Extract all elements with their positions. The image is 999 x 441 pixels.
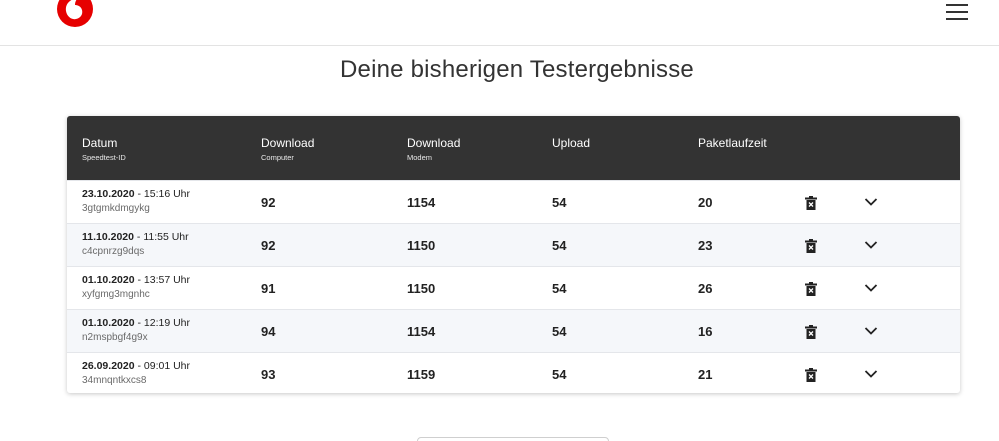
header-download-modem-sublabel: Modem bbox=[407, 153, 433, 162]
page-title: Deine bisherigen Testergebnisse bbox=[340, 56, 694, 83]
chevron-down-icon[interactable] bbox=[864, 283, 878, 293]
row-download-computer: 94 bbox=[261, 324, 276, 339]
row-latency: 23 bbox=[698, 238, 713, 253]
header-date: Datum Speedtest-ID bbox=[82, 137, 126, 163]
row-time: - 15:16 Uhr bbox=[134, 188, 191, 200]
table-row[interactable]: 26.09.2020 - 09:01 Uhr 34mnqntkxcs8 93 1… bbox=[67, 352, 960, 393]
chevron-down-icon[interactable] bbox=[864, 197, 878, 207]
row-download-computer: 92 bbox=[261, 195, 276, 210]
row-upload: 54 bbox=[552, 281, 567, 296]
row-latency: 20 bbox=[698, 195, 713, 210]
row-download-computer: 93 bbox=[261, 367, 276, 382]
chevron-down-icon[interactable] bbox=[864, 369, 878, 379]
hamburger-menu-icon[interactable] bbox=[946, 2, 968, 20]
row-download-modem: 1150 bbox=[407, 238, 436, 253]
row-date-value: 23.10.2020 bbox=[82, 188, 135, 200]
row-date: 23.10.2020 - 15:16 Uhr bbox=[82, 188, 190, 201]
results-table: Datum Speedtest-ID Download Computer Dow… bbox=[67, 116, 960, 393]
trash-icon[interactable] bbox=[805, 196, 817, 210]
header-upload-label: Upload bbox=[552, 136, 591, 150]
table-row[interactable]: 01.10.2020 - 12:19 Uhr n2mspbgf4g9x 94 1… bbox=[67, 309, 960, 352]
table-header: Datum Speedtest-ID Download Computer Dow… bbox=[67, 116, 960, 180]
row-time: - 12:19 Uhr bbox=[134, 317, 191, 329]
row-date: 26.09.2020 - 09:01 Uhr bbox=[82, 360, 190, 373]
row-date: 01.10.2020 - 12:19 Uhr bbox=[82, 317, 190, 330]
row-latency: 16 bbox=[698, 324, 713, 339]
row-upload: 54 bbox=[552, 324, 567, 339]
chevron-down-icon[interactable] bbox=[864, 240, 878, 250]
row-date-value: 01.10.2020 bbox=[82, 274, 135, 286]
header-latency-label: Paketlaufzeit bbox=[698, 136, 767, 150]
row-upload: 54 bbox=[552, 238, 567, 253]
row-time: - 11:55 Uhr bbox=[133, 231, 189, 243]
row-speedtest-id: 34mnqntkxcs8 bbox=[82, 375, 147, 386]
row-date-value: 11.10.2020 bbox=[82, 231, 134, 243]
trash-icon[interactable] bbox=[805, 239, 817, 253]
row-time: - 09:01 Uhr bbox=[134, 360, 191, 372]
header-latency: Paketlaufzeit bbox=[698, 137, 767, 150]
trash-icon[interactable] bbox=[805, 282, 817, 296]
header-upload: Upload bbox=[552, 137, 590, 150]
table-row[interactable]: 01.10.2020 - 13:57 Uhr xyfgmg3mgnhc 91 1… bbox=[67, 266, 960, 309]
row-download-modem: 1154 bbox=[407, 195, 436, 210]
top-navigation-bar bbox=[0, 0, 999, 46]
row-latency: 21 bbox=[698, 367, 713, 382]
table-row[interactable]: 23.10.2020 - 15:16 Uhr 3gtgmkdmgykg 92 1… bbox=[67, 180, 960, 223]
row-speedtest-id: xyfgmg3mgnhc bbox=[82, 289, 150, 300]
row-date: 01.10.2020 - 13:57 Uhr bbox=[82, 274, 190, 287]
row-latency: 26 bbox=[698, 281, 713, 296]
header-date-label: Datum bbox=[82, 136, 118, 150]
row-speedtest-id: n2mspbgf4g9x bbox=[82, 332, 148, 343]
bottom-button[interactable] bbox=[417, 437, 609, 441]
row-date: 11.10.2020 - 11:55 Uhr bbox=[82, 231, 189, 244]
row-download-computer: 91 bbox=[261, 281, 276, 296]
row-download-computer: 92 bbox=[261, 238, 276, 253]
header-download-computer-label: Download bbox=[261, 136, 315, 150]
trash-icon[interactable] bbox=[805, 368, 817, 382]
row-download-modem: 1154 bbox=[407, 324, 436, 339]
trash-icon[interactable] bbox=[805, 325, 817, 339]
row-date-value: 26.09.2020 bbox=[82, 360, 135, 372]
row-speedtest-id: c4cpnrzg9dqs bbox=[82, 246, 145, 257]
header-date-sublabel: Speedtest-ID bbox=[82, 153, 126, 162]
chevron-down-icon[interactable] bbox=[864, 326, 878, 336]
row-time: - 13:57 Uhr bbox=[134, 274, 191, 286]
vodafone-logo-icon[interactable] bbox=[56, 0, 94, 28]
header-download-modem-label: Download bbox=[407, 136, 461, 150]
header-download-modem: Download Modem bbox=[407, 137, 460, 163]
row-speedtest-id: 3gtgmkdmgykg bbox=[82, 203, 150, 214]
row-download-modem: 1150 bbox=[407, 281, 436, 296]
row-download-modem: 1159 bbox=[407, 367, 436, 382]
header-download-computer: Download Computer bbox=[261, 137, 314, 163]
row-upload: 54 bbox=[552, 367, 567, 382]
table-row[interactable]: 11.10.2020 - 11:55 Uhr c4cpnrzg9dqs 92 1… bbox=[67, 223, 960, 266]
row-date-value: 01.10.2020 bbox=[82, 317, 135, 329]
header-download-computer-sublabel: Computer bbox=[261, 153, 294, 162]
row-upload: 54 bbox=[552, 195, 567, 210]
